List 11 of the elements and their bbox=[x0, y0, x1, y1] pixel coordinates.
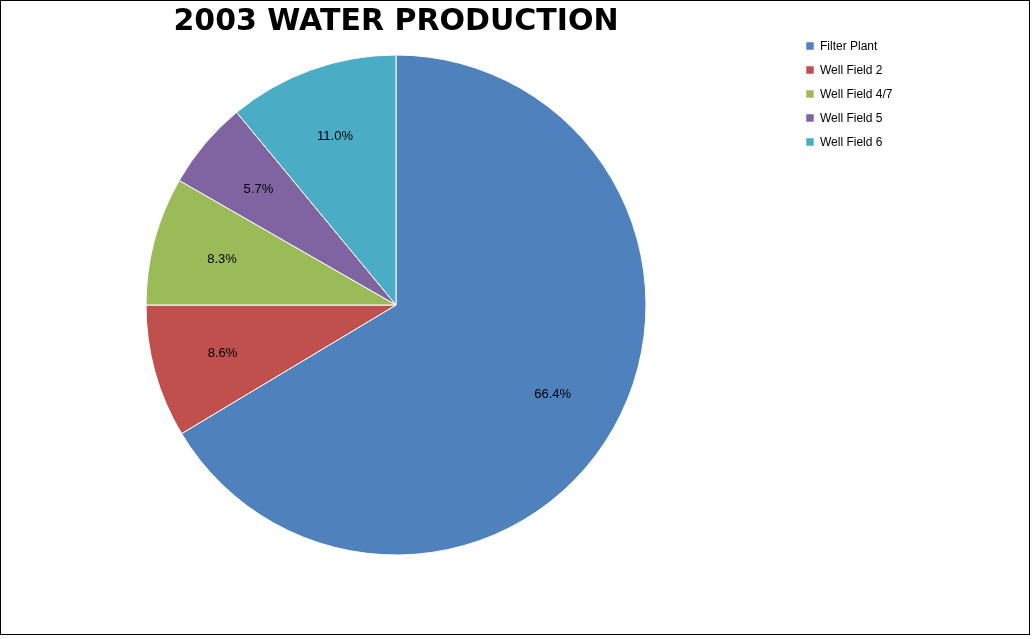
legend-label: Filter Plant bbox=[820, 39, 879, 53]
data-label: 8.6% bbox=[207, 345, 238, 361]
data-label: 66.4% bbox=[534, 385, 572, 401]
data-label: 8.3% bbox=[207, 250, 238, 266]
chart-title: 2003 WATER PRODUCTION bbox=[173, 2, 619, 37]
legend-label: Well Field 5 bbox=[820, 111, 883, 125]
legend-label: Well Field 4/7 bbox=[820, 87, 893, 101]
data-label: 11.0% bbox=[317, 127, 354, 143]
data-label: 5.7% bbox=[243, 180, 274, 196]
legend-label: Well Field 2 bbox=[820, 63, 883, 77]
legend-label: Well Field 6 bbox=[820, 135, 883, 149]
